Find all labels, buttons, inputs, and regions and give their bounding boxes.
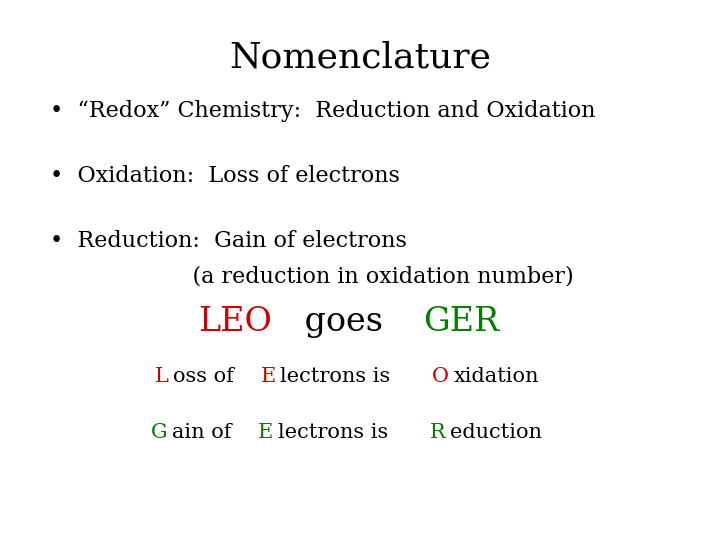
Text: O: O xyxy=(432,368,449,387)
Text: goes: goes xyxy=(294,306,393,338)
Text: lectrons is: lectrons is xyxy=(280,368,397,387)
Text: •  Reduction:  Gain of electrons: • Reduction: Gain of electrons xyxy=(50,230,407,252)
Text: ain of: ain of xyxy=(172,422,238,442)
Text: eduction: eduction xyxy=(450,422,542,442)
Text: E: E xyxy=(261,368,276,387)
Text: Nomenclature: Nomenclature xyxy=(229,40,491,74)
Text: GER: GER xyxy=(423,306,500,338)
Text: xidation: xidation xyxy=(454,368,540,387)
Text: •  Oxidation:  Loss of electrons: • Oxidation: Loss of electrons xyxy=(50,165,400,187)
Text: oss of: oss of xyxy=(173,368,240,387)
Text: R: R xyxy=(430,422,445,442)
Text: E: E xyxy=(258,422,273,442)
Text: •  “Redox” Chemistry:  Reduction and Oxidation: • “Redox” Chemistry: Reduction and Oxida… xyxy=(50,100,595,122)
Text: LEO: LEO xyxy=(198,306,271,338)
Text: G: G xyxy=(150,422,167,442)
Text: L: L xyxy=(155,368,168,387)
Text: (a reduction in oxidation number): (a reduction in oxidation number) xyxy=(50,265,574,287)
Text: lectrons is: lectrons is xyxy=(278,422,395,442)
